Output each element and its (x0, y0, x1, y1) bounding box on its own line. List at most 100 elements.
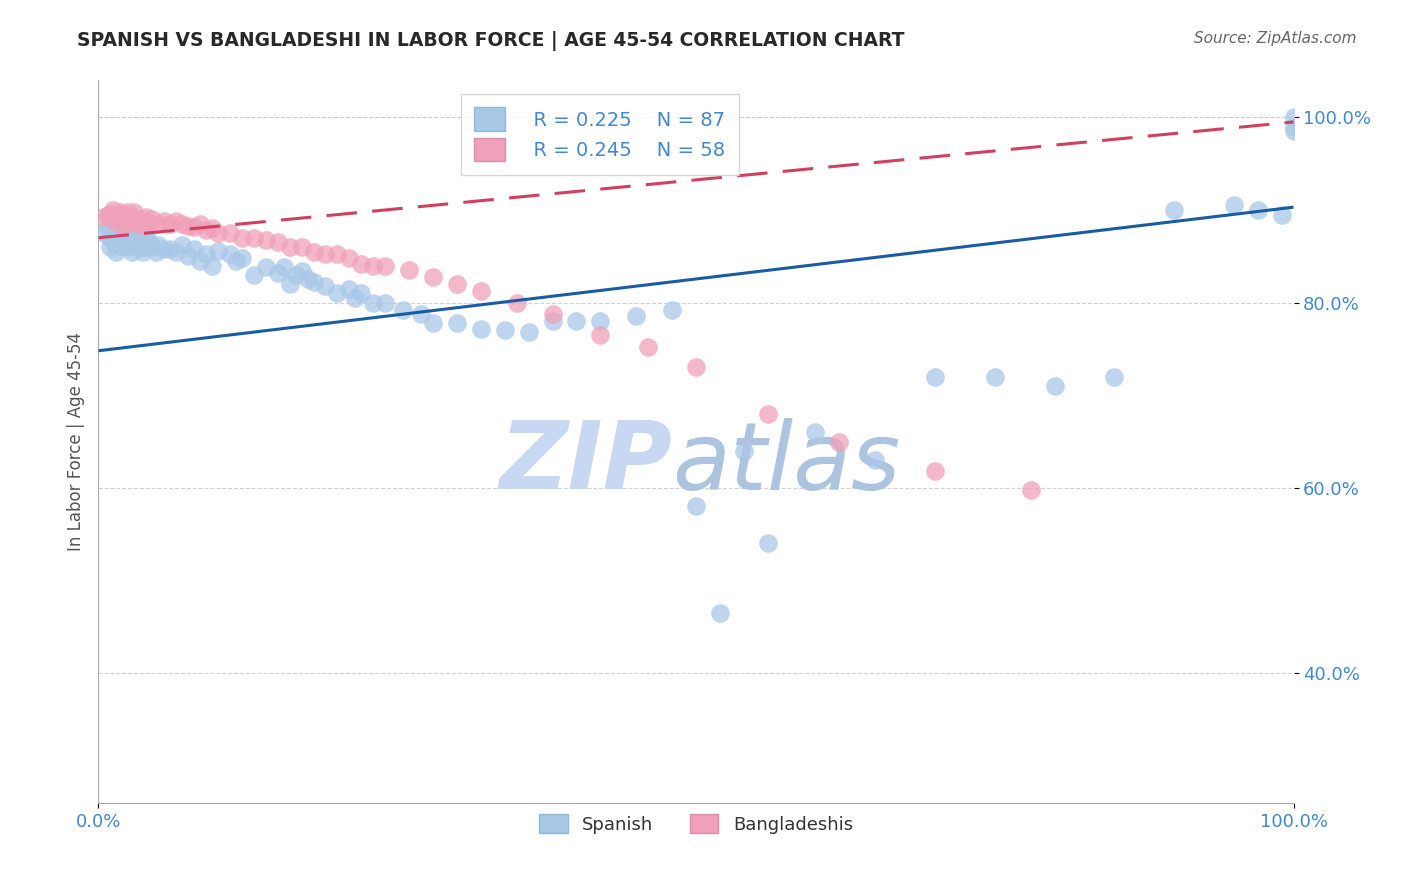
Point (127, 240, 149, 254)
Point (135, 211, 157, 225)
Point (828, 434, 851, 449)
Point (105, 231, 128, 245)
Point (98, 240, 122, 254)
Point (291, 264, 314, 278)
Point (97, 208, 120, 222)
Point (153, 242, 176, 256)
Point (138, 216, 160, 230)
Point (129, 212, 152, 227)
Point (121, 244, 143, 259)
Point (101, 202, 124, 217)
Point (153, 214, 176, 228)
Point (225, 254, 247, 268)
Point (637, 340, 659, 354)
Point (114, 235, 136, 250)
Point (105, 210, 128, 224)
Point (661, 303, 683, 318)
Point (131, 244, 153, 259)
Point (589, 328, 612, 343)
Point (129, 240, 152, 254)
Point (177, 249, 200, 263)
Point (201, 221, 224, 235)
Point (315, 279, 337, 293)
Point (103, 235, 125, 250)
Point (392, 303, 415, 318)
Point (267, 235, 290, 250)
Point (111, 231, 134, 245)
Point (541, 307, 564, 321)
Point (1019, 483, 1042, 497)
Legend: Spanish, Bangladeshis: Spanish, Bangladeshis (524, 799, 868, 848)
Point (1271, 208, 1294, 222)
Point (344, 291, 367, 305)
Point (148, 217, 170, 231)
Point (145, 244, 167, 259)
Point (117, 226, 139, 240)
Point (446, 277, 468, 291)
Point (219, 247, 242, 261)
Point (470, 285, 492, 299)
Point (108, 204, 131, 219)
Point (733, 443, 755, 458)
Point (141, 212, 163, 227)
Point (756, 536, 779, 550)
Point (125, 217, 148, 231)
Text: atlas: atlas (672, 417, 900, 508)
Point (374, 259, 396, 273)
Point (195, 223, 218, 237)
Point (188, 217, 211, 231)
Point (141, 240, 163, 254)
Point (254, 233, 277, 247)
Point (135, 240, 157, 254)
Point (685, 500, 707, 514)
Point (541, 314, 564, 328)
Point (278, 240, 301, 254)
Point (243, 231, 266, 245)
Point (135, 226, 157, 240)
Point (254, 260, 277, 275)
Point (1247, 202, 1270, 217)
Point (1043, 379, 1066, 393)
Point (291, 240, 314, 254)
Point (172, 238, 194, 252)
Point (350, 257, 373, 271)
Point (924, 464, 946, 478)
Point (111, 218, 134, 232)
Point (422, 269, 444, 284)
Point (374, 295, 396, 310)
Point (124, 235, 146, 250)
Point (165, 244, 187, 259)
Point (422, 316, 444, 330)
Point (117, 204, 139, 219)
Point (1282, 124, 1305, 138)
Point (231, 251, 253, 265)
Point (267, 266, 290, 280)
Point (326, 286, 349, 301)
Point (124, 226, 146, 240)
Point (446, 316, 468, 330)
Point (111, 240, 134, 254)
Point (284, 268, 307, 282)
Point (114, 211, 136, 225)
Point (398, 263, 420, 277)
Point (302, 275, 325, 289)
Point (470, 321, 492, 335)
Point (756, 407, 779, 421)
Text: SPANISH VS BANGLADESHI IN LABOR FORCE | AGE 45-54 CORRELATION CHART: SPANISH VS BANGLADESHI IN LABOR FORCE | … (77, 31, 905, 51)
Point (120, 231, 142, 245)
Point (105, 244, 128, 259)
Point (124, 204, 146, 219)
Point (565, 314, 588, 328)
Point (924, 369, 946, 384)
Point (195, 247, 218, 261)
Point (93, 226, 115, 240)
Point (494, 323, 516, 337)
Point (626, 310, 648, 324)
Point (207, 244, 229, 258)
Point (101, 226, 124, 240)
Point (138, 235, 160, 250)
Point (273, 260, 295, 275)
Point (363, 295, 385, 310)
Point (1223, 198, 1246, 212)
Y-axis label: In Labor Force | Age 45-54: In Labor Force | Age 45-54 (66, 332, 84, 551)
